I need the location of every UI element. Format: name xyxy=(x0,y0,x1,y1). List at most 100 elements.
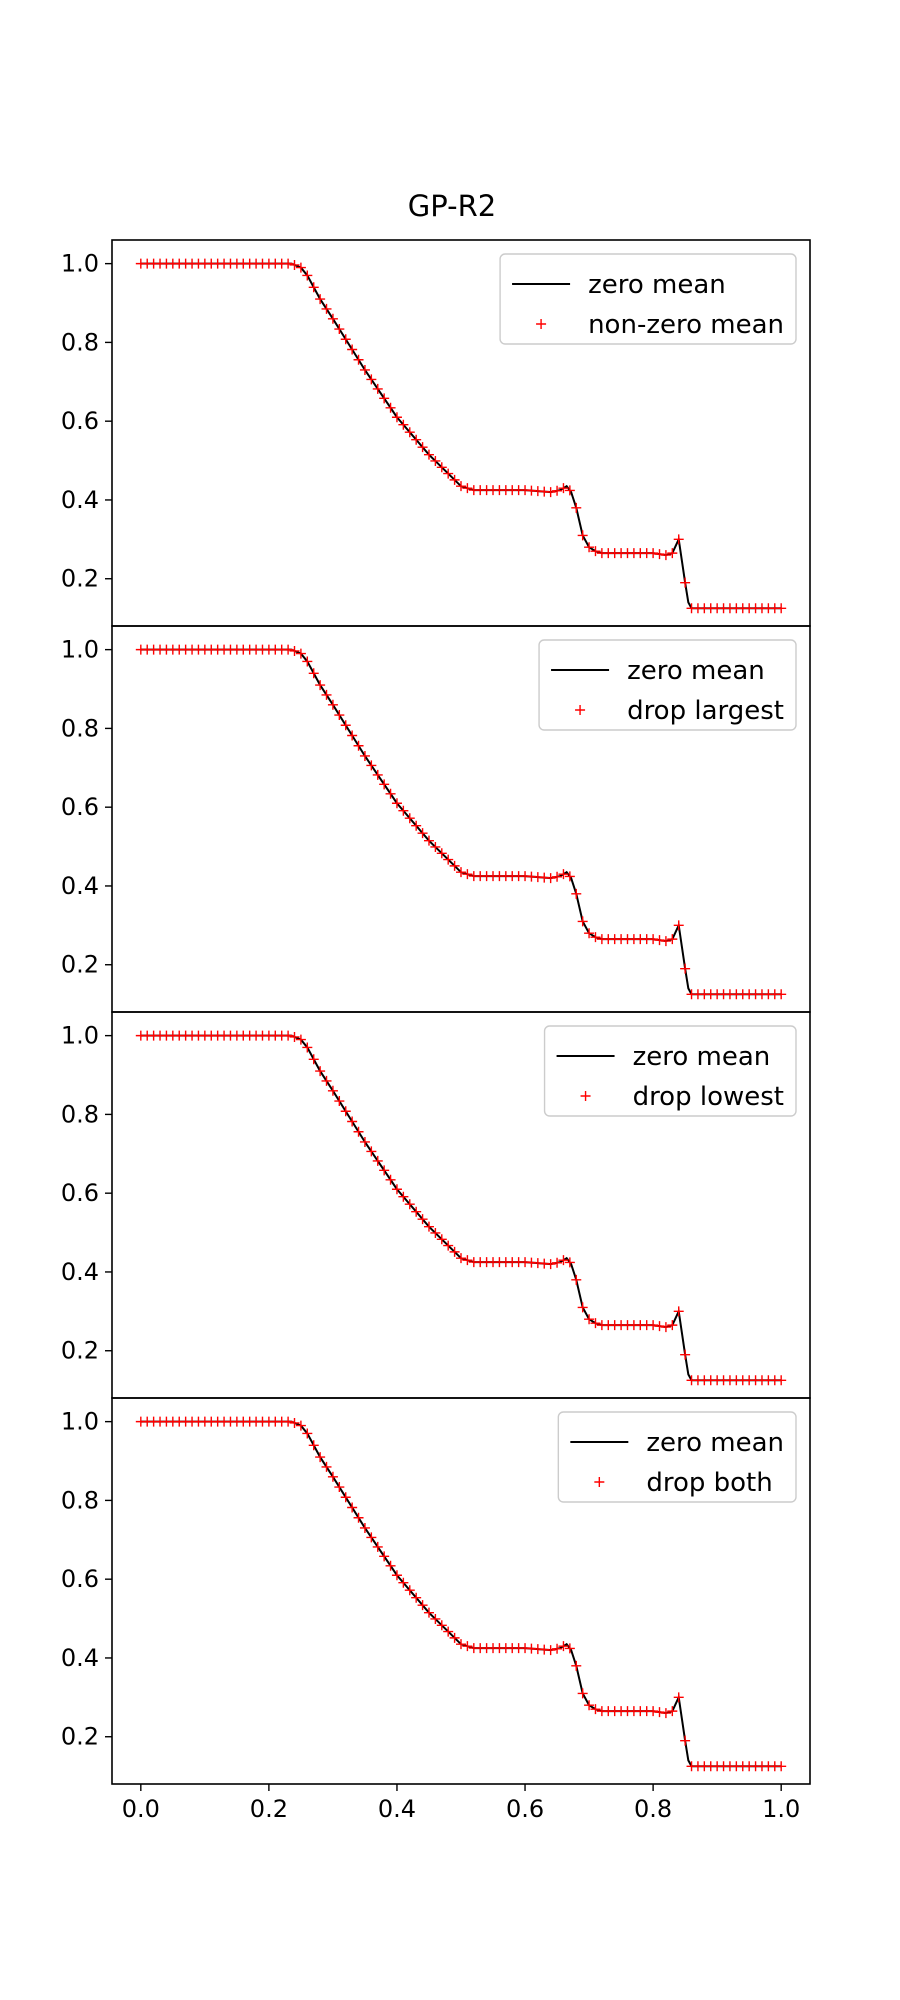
marker xyxy=(436,1234,447,1245)
marker xyxy=(584,542,595,553)
panel-3: 0.2 0.4 0.6 0.8 1.0 zero mean drop lowest xyxy=(61,1011,811,1399)
marker xyxy=(411,434,422,445)
marker xyxy=(308,668,319,679)
marker xyxy=(334,1482,345,1493)
marker xyxy=(462,1641,473,1652)
marker xyxy=(411,1206,422,1217)
marker xyxy=(449,1632,460,1643)
marker xyxy=(456,867,466,878)
marker xyxy=(423,449,434,460)
marker xyxy=(283,1030,294,1041)
marker xyxy=(577,1302,588,1313)
y-tick-label: 0.2 xyxy=(61,951,99,979)
markers-drop-lowest xyxy=(135,1030,787,1386)
marker xyxy=(359,1136,370,1147)
marker xyxy=(295,648,306,659)
marker xyxy=(552,1643,563,1654)
y-tick-label: 0.4 xyxy=(61,872,99,900)
marker xyxy=(359,750,370,761)
marker xyxy=(321,689,332,700)
marker xyxy=(327,313,338,324)
marker xyxy=(571,1660,582,1671)
marker xyxy=(584,1700,595,1711)
marker xyxy=(404,813,415,824)
marker xyxy=(308,282,319,293)
marker xyxy=(423,835,434,846)
y-tick-label: 0.6 xyxy=(61,1565,99,1593)
y-tick-label: 0.8 xyxy=(61,1100,99,1128)
legend-label: zero mean xyxy=(646,1428,784,1458)
marker xyxy=(295,1034,306,1045)
marker xyxy=(308,1054,319,1065)
marker xyxy=(423,1607,434,1618)
y-tick-label: 0.2 xyxy=(61,565,99,593)
marker xyxy=(417,1214,428,1225)
x-tick-label: 0.8 xyxy=(634,1795,672,1823)
x-tick-label: 0.4 xyxy=(378,1795,416,1823)
marker xyxy=(443,854,454,865)
legend-label: drop both xyxy=(646,1468,772,1498)
markers-non-zero-mean xyxy=(135,258,787,614)
marker xyxy=(327,699,338,710)
legend-marker-swatch xyxy=(575,705,586,715)
marker xyxy=(552,871,563,882)
marker xyxy=(680,1735,691,1746)
marker xyxy=(398,419,409,430)
y-tick-label: 0.2 xyxy=(61,1337,99,1365)
marker xyxy=(289,1417,300,1428)
marker xyxy=(302,1042,313,1053)
marker xyxy=(366,760,377,771)
panel-4: 0.2 0.4 0.6 0.8 1.0 zero mean drop both xyxy=(61,1397,811,1785)
marker xyxy=(558,1641,569,1652)
marker xyxy=(436,848,447,859)
marker xyxy=(660,550,671,561)
marker xyxy=(776,603,787,614)
marker xyxy=(347,1116,358,1127)
marker xyxy=(340,334,351,345)
y-tick-label: 0.8 xyxy=(61,1486,99,1514)
y-tick-label: 1.0 xyxy=(61,1408,99,1436)
markers-drop-largest xyxy=(135,644,787,1000)
marker xyxy=(289,645,300,656)
marker xyxy=(430,1227,441,1238)
marker xyxy=(584,928,595,939)
marker xyxy=(564,485,575,496)
marker xyxy=(462,1255,473,1266)
marker xyxy=(436,462,447,473)
marker xyxy=(443,468,454,479)
marker xyxy=(404,427,415,438)
marker xyxy=(327,1471,338,1482)
y-tick-label: 1.0 xyxy=(61,1022,99,1050)
marker xyxy=(558,1255,569,1266)
marker xyxy=(462,869,473,880)
marker xyxy=(449,860,460,871)
legend-label: drop largest xyxy=(627,696,784,726)
marker xyxy=(590,932,601,943)
legend-label: zero mean xyxy=(633,1042,771,1072)
marker xyxy=(776,1375,787,1386)
x-axis: 0.0 0.2 0.4 0.6 0.8 1.0 xyxy=(122,1784,800,1823)
y-tick-label: 0.6 xyxy=(61,407,99,435)
marker xyxy=(372,769,383,780)
marker xyxy=(347,344,358,355)
marker xyxy=(366,374,377,385)
marker xyxy=(436,1620,447,1631)
legend-box xyxy=(499,253,797,345)
panel-frame xyxy=(111,1397,811,1785)
marker xyxy=(283,258,294,269)
y-tick-label: 0.6 xyxy=(61,793,99,821)
legend-label: non-zero mean xyxy=(588,310,784,340)
y-tick-label: 1.0 xyxy=(61,636,99,664)
marker xyxy=(315,294,326,305)
marker xyxy=(571,888,582,899)
marker xyxy=(552,485,563,496)
marker xyxy=(353,1126,364,1137)
legend-marker-swatch xyxy=(580,1091,591,1101)
marker xyxy=(590,1318,601,1329)
marker xyxy=(334,1096,345,1107)
marker xyxy=(359,364,370,375)
marker xyxy=(321,1075,332,1086)
panels: 0.2 0.4 0.6 0.8 1.0 zero mean non-zero mean 0.2… xyxy=(61,239,811,1785)
marker xyxy=(571,1274,582,1285)
marker xyxy=(398,1577,409,1588)
